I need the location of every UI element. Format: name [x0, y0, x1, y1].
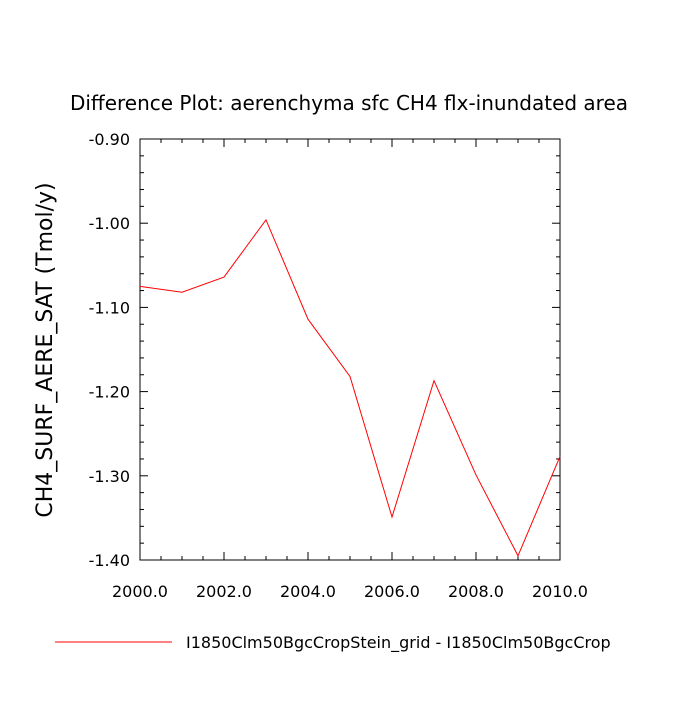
x-tick-label: 2010.0 [532, 582, 588, 601]
x-tick-label: 2002.0 [196, 582, 252, 601]
legend-label: I1850Clm50BgcCropStein_grid - I1850Clm50… [186, 633, 611, 653]
y-tick-label: -1.20 [89, 383, 130, 402]
x-tick-label: 2000.0 [112, 582, 168, 601]
y-tick-label: -1.40 [89, 551, 130, 570]
x-tick-label: 2004.0 [280, 582, 336, 601]
series-line [139, 218, 561, 557]
x-tick-label: 2006.0 [364, 582, 420, 601]
y-axis-label: CH4_SURF_AERE_SAT (Tmol/y) [33, 182, 58, 517]
plot-frame [139, 138, 561, 561]
legend: I1850Clm50BgcCropStein_grid - I1850Clm50… [55, 633, 611, 653]
plot-area: 2000.0 2002.0 2004.0 2006.0 2008.0 2010.0 -0.9… [89, 130, 588, 601]
y-tick-label: -1.00 [89, 214, 130, 233]
chart-title: Difference Plot: aerenchyma sfc CH4 flx-… [70, 91, 628, 115]
y-tick-label: -1.30 [89, 467, 130, 486]
y-tick-label: -1.10 [89, 298, 130, 317]
y-tick-label: -0.90 [89, 130, 130, 149]
x-tick-label: 2008.0 [448, 582, 504, 601]
